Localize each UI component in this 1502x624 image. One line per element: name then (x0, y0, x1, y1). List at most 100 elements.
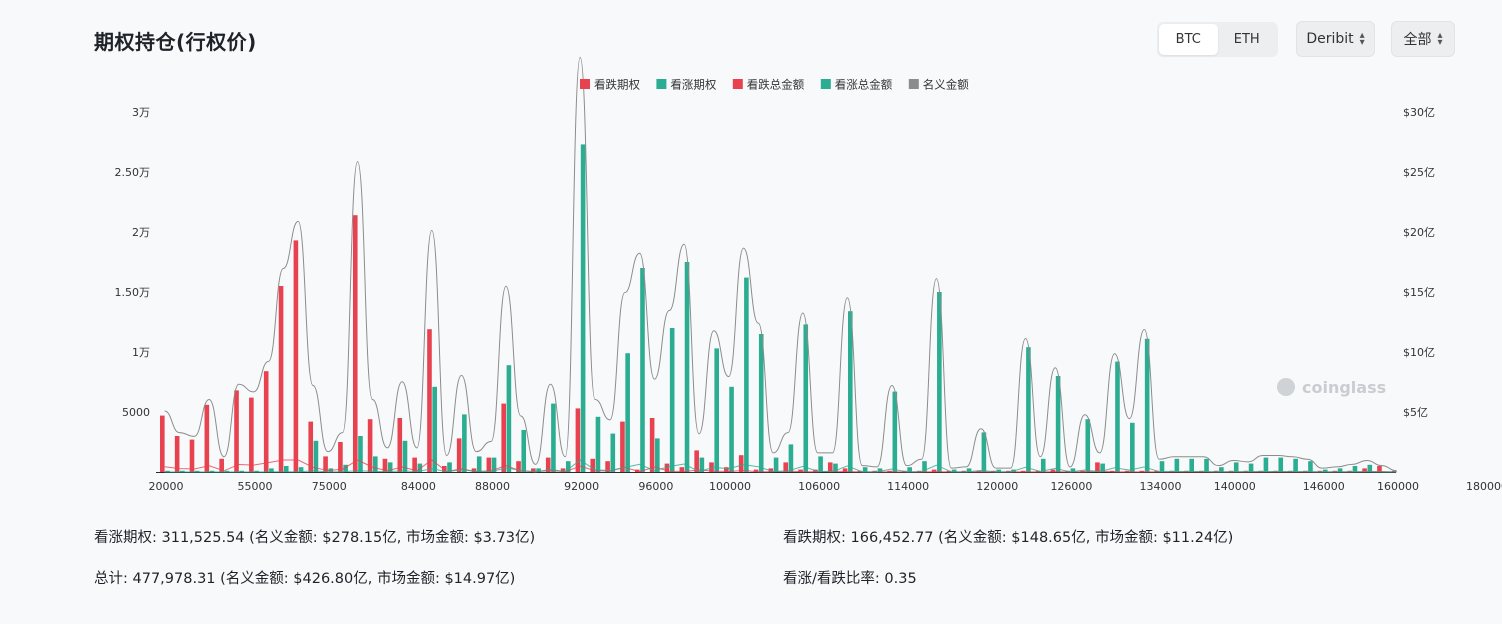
call-bar (773, 457, 779, 472)
put-bar (842, 468, 848, 472)
legend-swatch (580, 79, 590, 89)
filter-select-value: 全部 (1403, 32, 1432, 48)
put-bar (174, 436, 180, 472)
call-bar (877, 468, 883, 472)
call-bar (655, 438, 660, 472)
put-bar (189, 439, 195, 472)
put-bar (545, 457, 551, 472)
x-tick-label: 75000 (312, 480, 347, 493)
asset-toggle: BTC ETH (1157, 22, 1278, 57)
call-bar (803, 324, 809, 472)
puts-summary: 看跌期权: 166,452.77 (名义金额: $148.65亿, 市场金额: … (783, 530, 1234, 546)
call-bar (788, 444, 794, 472)
x-tick-label: 120000 (976, 480, 1018, 493)
call-bar (1367, 464, 1373, 472)
put-bar (293, 240, 299, 472)
coinglass-logo-icon (1277, 378, 1295, 396)
call-total-amount-line (164, 459, 1397, 473)
y-right-tick-label: $25亿 (1403, 166, 1435, 179)
call-bar (521, 430, 527, 472)
put-bar (620, 421, 625, 472)
y-left-tick-label: 2.50万 (115, 166, 151, 179)
x-tick-label: 134000 (1140, 480, 1182, 493)
put-bar (204, 404, 210, 472)
call-bar (1278, 457, 1284, 472)
call-bar (1115, 361, 1120, 472)
y-left-tick-label: 1万 (132, 346, 150, 359)
call-bar (194, 470, 200, 472)
put-bar (338, 442, 343, 472)
chevron-updown-icon: ▴ ▾ (1437, 30, 1443, 48)
put-bar (560, 468, 566, 472)
put-bar (442, 466, 447, 472)
put-bar (768, 468, 774, 472)
put-bar (753, 469, 759, 472)
put-bar (738, 455, 744, 472)
call-bar (373, 456, 378, 472)
put-bar (249, 397, 254, 472)
x-tick-label: 88000 (475, 480, 510, 493)
x-tick-label: 114000 (887, 480, 929, 493)
legend-item-label: 看涨总金额 (835, 78, 893, 92)
call-bar (506, 365, 512, 472)
call-bar (580, 144, 586, 472)
call-bar (1308, 461, 1313, 472)
call-bar (818, 456, 823, 472)
y-right-tick-label: $10亿 (1403, 346, 1435, 359)
x-tick-label: 126000 (1050, 480, 1092, 493)
x-tick-label: 92000 (564, 480, 599, 493)
asset-tab-eth[interactable]: ETH (1233, 32, 1260, 47)
call-bar (358, 436, 363, 472)
put-bar (694, 450, 699, 472)
notional-amount-line (164, 56, 1397, 472)
call-bar (951, 469, 957, 472)
put-bar (219, 458, 224, 472)
call-bar (447, 462, 452, 472)
call-bar (907, 467, 912, 472)
call-bar (892, 391, 898, 472)
put-bar (709, 462, 714, 472)
total-summary: 总计: 477,978.31 (名义金额: $426.80亿, 市场金额: $1… (94, 571, 516, 587)
call-bar (551, 403, 556, 472)
call-bar (847, 311, 853, 472)
call-bar (833, 463, 838, 472)
call-bar (862, 467, 868, 472)
x-tick-label: 96000 (638, 480, 673, 493)
call-bar (1263, 457, 1269, 472)
x-tick-label: 180000 (1466, 480, 1502, 493)
chevron-updown-icon: ▴ ▾ (1359, 30, 1365, 48)
call-bar (462, 414, 467, 472)
put-bar (783, 462, 789, 472)
call-bar (343, 464, 348, 472)
call-bar (684, 262, 690, 472)
x-tick-label: 160000 (1377, 480, 1419, 493)
x-tick-label: 106000 (798, 480, 840, 493)
call-bar (387, 462, 393, 472)
call-bar (640, 268, 645, 472)
call-bar (1233, 462, 1239, 472)
filter-select[interactable]: 全部 ▴ ▾ (1391, 21, 1455, 57)
call-bar (922, 461, 927, 472)
put-bar (516, 461, 521, 472)
legend-item-label: 看跌期权 (594, 78, 640, 92)
call-bar (996, 469, 1002, 472)
legend-swatch (820, 79, 831, 89)
y-left-tick-label: 3万 (132, 106, 150, 119)
exchange-select[interactable]: Deribit ▴ ▾ (1296, 21, 1375, 57)
call-bar (1204, 458, 1209, 472)
call-bar (1219, 467, 1224, 472)
call-bar (1040, 458, 1046, 472)
call-bar (744, 277, 749, 472)
put-bar (1377, 466, 1382, 472)
y-left-tick-label: 2万 (132, 226, 150, 239)
put-bar (412, 457, 417, 472)
call-bar (1248, 463, 1254, 472)
call-bar (595, 416, 601, 472)
x-tick-label: 20000 (149, 480, 184, 493)
call-bar (565, 461, 571, 472)
asset-tab-btc[interactable]: BTC (1159, 24, 1218, 55)
put-bar (234, 390, 239, 472)
call-bar (239, 470, 245, 472)
put-bar (679, 467, 685, 472)
put-bar (352, 215, 358, 472)
